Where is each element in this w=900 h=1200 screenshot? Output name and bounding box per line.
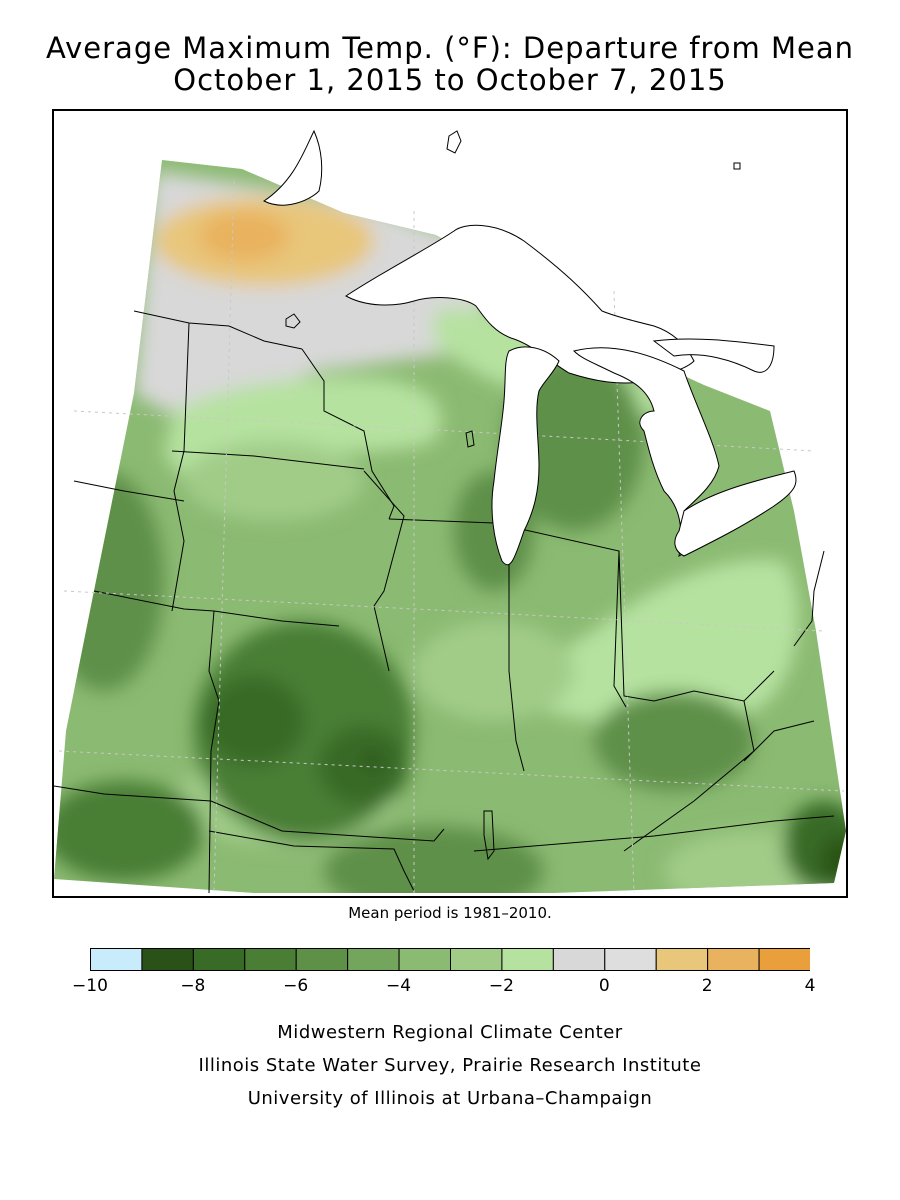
great-lakes <box>263 129 797 566</box>
legend-bin-6 <box>398 948 452 971</box>
map-title: Average Maximum Temp. (°F): Departure fr… <box>45 31 855 65</box>
map-panel <box>52 109 848 898</box>
legend-bin-12 <box>707 948 760 971</box>
legend-bin-5 <box>347 948 400 971</box>
legend-tick-label: 4 <box>804 976 816 996</box>
credit-line-3: University of Illinois at Urbana–Champai… <box>247 1088 653 1109</box>
credit-line-2: Illinois State Water Survey, Prairie Res… <box>198 1055 702 1076</box>
legend-bin-1 <box>141 948 194 971</box>
credit-line-1: Midwestern Regional Climate Center <box>277 1022 623 1043</box>
legend-bin-3 <box>244 948 297 971</box>
legend-tick-label: −10 <box>72 976 108 996</box>
lat-lon-grid <box>58 180 845 894</box>
legend-tick-label: −4 <box>386 976 412 996</box>
legend-bin-9 <box>552 948 606 971</box>
legend-tick-label: 2 <box>701 976 713 996</box>
legend-bin-7 <box>450 948 503 971</box>
legend-bin-13 <box>758 948 810 971</box>
mean-period-note: Mean period is 1981–2010. <box>348 904 552 922</box>
legend-bin-0 <box>90 948 143 971</box>
color-scale-legend <box>90 948 810 971</box>
great-lakes-islands <box>285 130 741 861</box>
state-borders <box>54 310 835 894</box>
legend-bin-4 <box>295 948 349 971</box>
legend-bin-2 <box>192 948 246 971</box>
legend-bin-10 <box>604 948 657 971</box>
legend-tick-label: −2 <box>488 976 514 996</box>
map-date-range: October 1, 2015 to October 7, 2015 <box>173 63 727 97</box>
legend-tick-label: −6 <box>283 976 309 996</box>
legend-bin-8 <box>501 948 554 971</box>
temperature-departure-map <box>54 129 846 894</box>
legend-tick-label: −8 <box>180 976 206 996</box>
legend-tick-label: 0 <box>598 976 610 996</box>
legend-bin-11 <box>655 948 709 971</box>
